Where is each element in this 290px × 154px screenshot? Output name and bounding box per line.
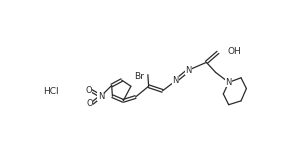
Text: Br: Br [134,72,144,81]
Text: N: N [98,92,104,101]
Text: N: N [226,78,232,87]
Text: N: N [172,76,179,85]
Text: OH: OH [228,47,242,56]
Text: O: O [86,99,93,108]
Text: N: N [186,66,192,75]
Text: N: N [226,78,232,87]
Text: O: O [85,86,92,95]
Text: HCl: HCl [43,87,59,96]
